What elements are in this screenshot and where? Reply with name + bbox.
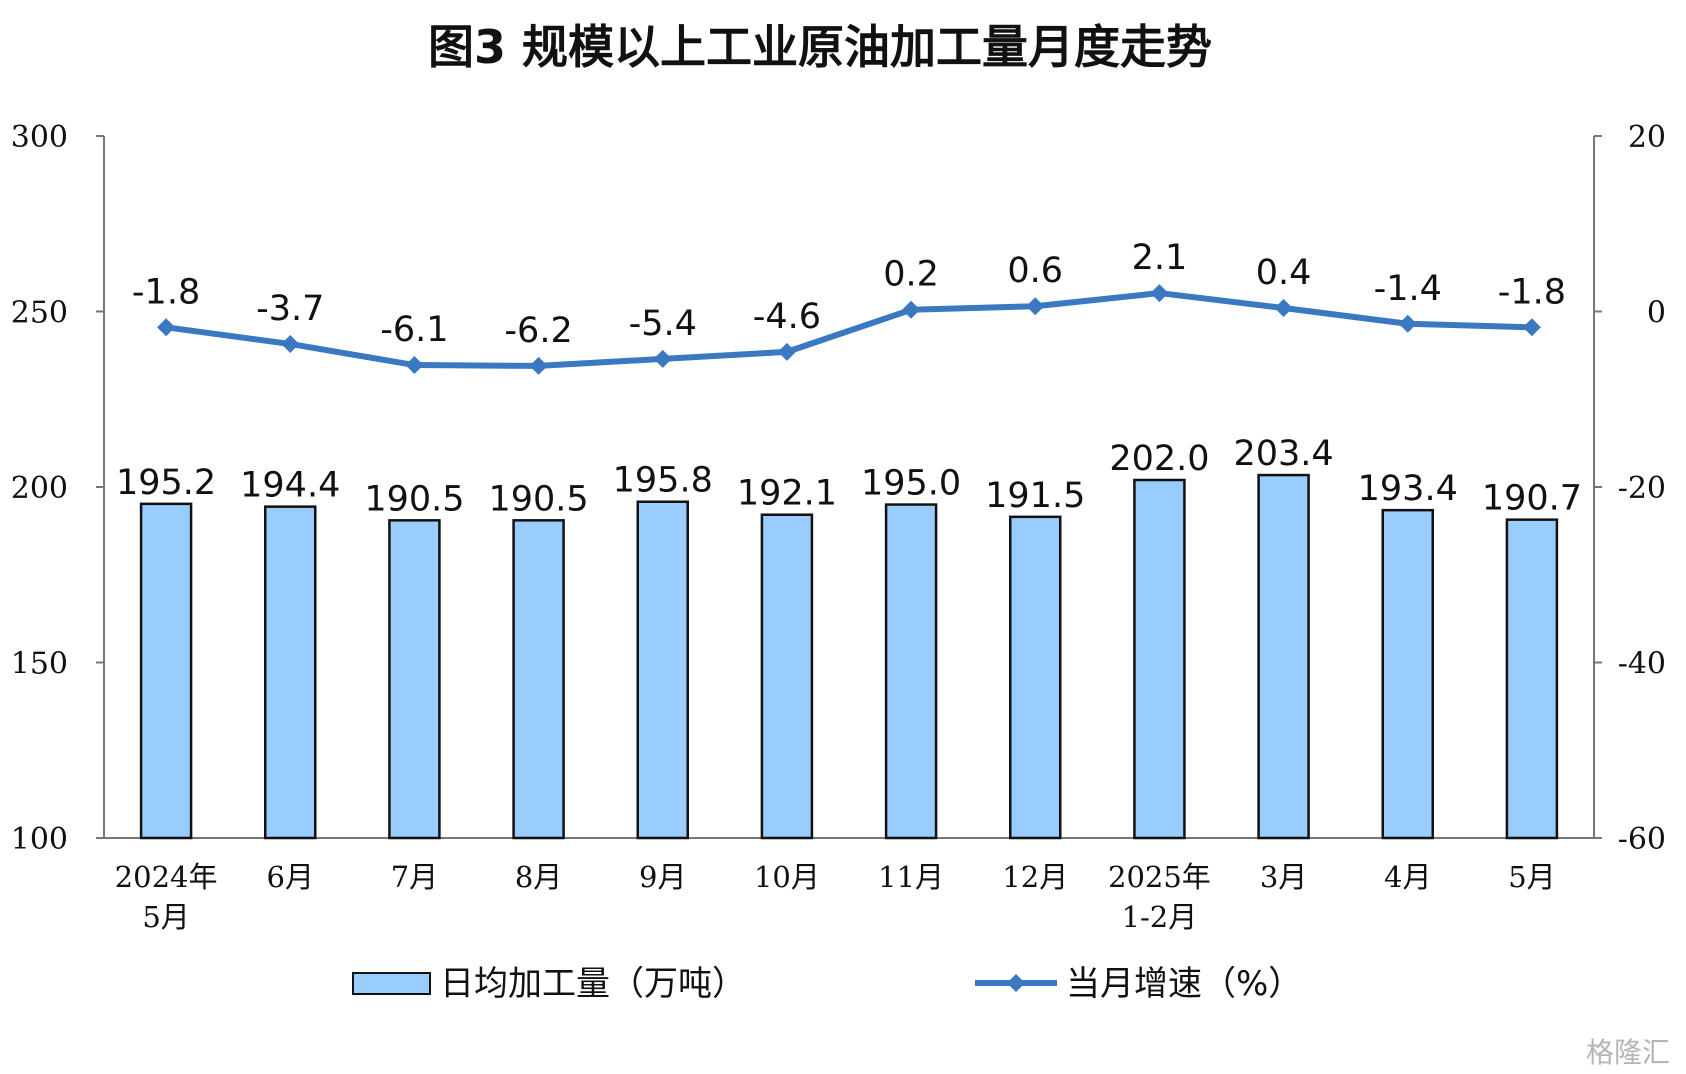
- bar-data-label: 195.8: [613, 461, 713, 501]
- right-tick-label: 0: [1647, 296, 1666, 331]
- bar: [1257, 473, 1310, 840]
- line-data-label: -6.2: [504, 311, 572, 351]
- line-data-label: 2.1: [1132, 238, 1188, 278]
- bar-data-label: 190.7: [1482, 479, 1582, 519]
- line-data-label: -3.7: [256, 289, 324, 329]
- line-point: [157, 318, 176, 337]
- bar-series: [139, 473, 1559, 840]
- bar-data-label: 193.4: [1358, 469, 1458, 509]
- category-label: 8月: [515, 860, 562, 894]
- right-tick-label: -40: [1618, 647, 1666, 682]
- left-tick-label: 100: [11, 822, 68, 857]
- category-label: 12月: [1002, 860, 1068, 894]
- left-tick-label: 150: [11, 647, 68, 682]
- bar: [1505, 518, 1559, 840]
- bar-data-label: 191.5: [985, 476, 1085, 516]
- bar: [264, 505, 317, 840]
- bar: [760, 513, 814, 840]
- category-label: 10月: [754, 860, 820, 894]
- category-labels: 2024年 5月 6月 7月 8月 9月 10月 11月 12月 2025年 1-2月 3月 4月 5月: [115, 860, 1556, 934]
- line-data-label: 0.2: [883, 255, 939, 295]
- chart-title: 图3 规模以上工业原油加工量月度走势: [428, 20, 1212, 74]
- line-point: [529, 356, 548, 375]
- category-label: 5月: [1508, 860, 1555, 894]
- bar: [512, 519, 565, 840]
- right-tick-label: -20: [1618, 471, 1666, 506]
- left-tick-label: 250: [11, 296, 68, 331]
- category-label: 5月: [142, 900, 189, 934]
- line-data-label: -5.4: [629, 304, 697, 344]
- bar-data-label: 192.1: [737, 474, 837, 514]
- legend: 日均加工量（万吨） 当月增速（%）: [352, 964, 1302, 1004]
- line-data-labels: -1.8 -3.7 -6.1 -6.2 -5.4 -4.6 0.2 0.6 2.1 0.4 -1.4…: [132, 238, 1566, 351]
- bar: [1009, 515, 1062, 840]
- left-axis-ticks: 100 150 200 250 300: [11, 120, 104, 857]
- bar: [1133, 478, 1186, 840]
- line-data-label: -1.4: [1374, 269, 1442, 309]
- bar-data-label: 202.0: [1109, 439, 1209, 479]
- bar: [388, 519, 441, 840]
- right-axis-ticks: -60 -40 -20 0 20: [1594, 120, 1666, 857]
- bar: [139, 502, 193, 840]
- line-point: [1274, 298, 1293, 317]
- legend-bar-swatch: [352, 972, 431, 995]
- line-point: [281, 334, 300, 353]
- line-series: [157, 284, 1541, 375]
- bar-data-label: 190.5: [364, 479, 464, 519]
- category-label: 6月: [267, 860, 314, 894]
- bar: [884, 503, 938, 840]
- bar-data-labels: 195.2 194.4 190.5 190.5 195.8 192.1 195.0 191.5…: [116, 434, 1582, 519]
- bar-data-label: 195.0: [861, 464, 961, 504]
- category-label: 7月: [391, 860, 438, 894]
- line-point: [1522, 318, 1541, 337]
- line-data-label: -6.1: [380, 310, 448, 350]
- category-label: 4月: [1384, 860, 1431, 894]
- bar: [636, 500, 689, 840]
- category-label: 2024年: [115, 860, 218, 894]
- category-label: 11月: [878, 860, 944, 894]
- watermark-text: 格隆汇: [1586, 1036, 1670, 1069]
- bar-data-label: 190.5: [488, 479, 588, 519]
- line-point: [1026, 297, 1045, 316]
- category-label: 2025年: [1108, 860, 1211, 894]
- legend-diamond-marker: [1007, 974, 1025, 992]
- bar-data-label: 203.4: [1233, 434, 1333, 474]
- line-data-label: -4.6: [753, 297, 821, 337]
- line-point: [1398, 314, 1417, 333]
- bar-data-label: 195.2: [116, 463, 216, 503]
- line-data-label: -1.8: [132, 272, 200, 312]
- category-label: 9月: [639, 860, 686, 894]
- line-data-label: 0.6: [1007, 251, 1063, 291]
- series-line: [165, 290, 1533, 369]
- line-data-label: -1.8: [1498, 272, 1566, 312]
- line-data-label: 0.4: [1256, 253, 1312, 293]
- legend-line-label: 当月增速（%）: [1066, 964, 1302, 1004]
- left-tick-label: 200: [11, 471, 68, 506]
- line-point: [405, 356, 424, 375]
- line-point: [1150, 284, 1169, 303]
- line-point: [653, 349, 672, 368]
- bar-data-label: 194.4: [240, 466, 340, 506]
- right-tick-label: -60: [1618, 822, 1666, 857]
- legend-bar-label: 日均加工量（万吨）: [440, 964, 746, 1004]
- line-point: [777, 342, 796, 361]
- category-label: 1-2月: [1122, 900, 1198, 934]
- category-label: 3月: [1260, 860, 1307, 894]
- line-point: [902, 300, 921, 319]
- bar: [1381, 508, 1434, 840]
- right-tick-label: 20: [1628, 120, 1666, 155]
- left-tick-label: 300: [11, 120, 68, 155]
